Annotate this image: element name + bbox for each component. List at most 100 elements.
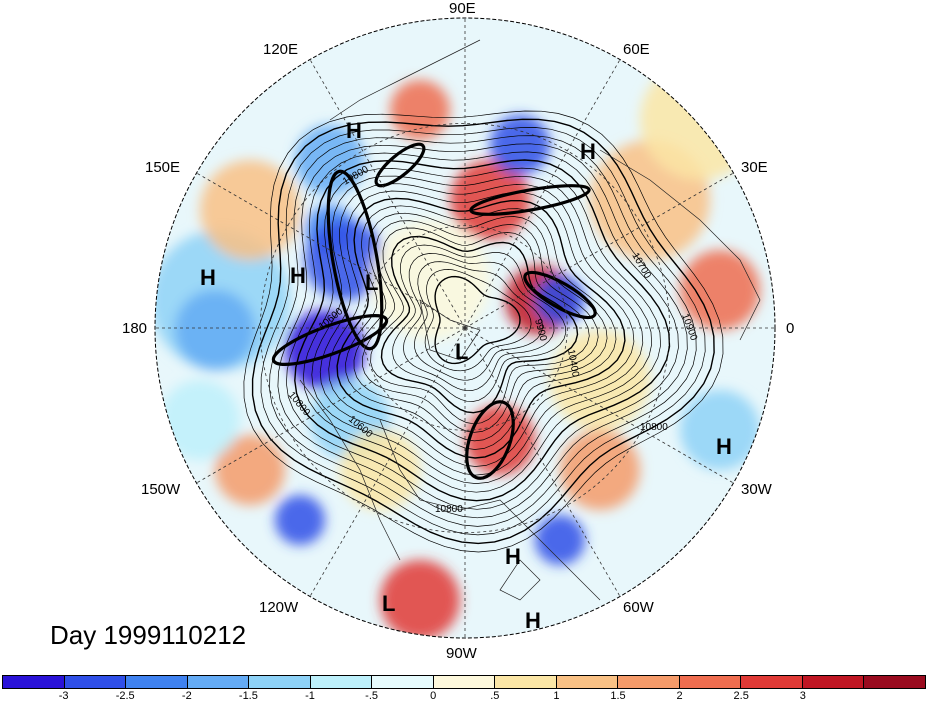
colorbar-tick-label: 2.5 [733,690,749,702]
meridian-line [464,327,734,484]
anomaly-blob [390,80,450,140]
colorbar-swatch [618,676,680,688]
anomaly-blob [680,390,760,470]
colorbar-tick-label: 1.5 [610,690,626,702]
high-pressure-center: H [290,263,306,288]
geopotential-contour [380,235,579,414]
coastline [379,419,601,601]
geopotential-contour [286,151,679,510]
colorbar-tick-label: 0 [430,690,437,702]
anomaly-blob [215,435,285,505]
anomaly-blob [340,430,420,510]
geopotential-contour [353,212,608,442]
colorbar-tick-label: -2 [181,690,192,702]
anomaly-blob [560,430,640,510]
geopotential-contour [336,197,626,459]
meridian-line [309,59,466,329]
lon-label-180: 180 [122,320,148,337]
geopotential-contour [424,269,532,372]
jet-contour [374,142,426,188]
anomaly-blob [680,250,760,330]
colorbar-swatch [126,676,188,688]
graticule [155,18,775,638]
coastline [419,299,481,361]
high-pressure-center: H [200,265,216,290]
colorbar-tick-label: -3 [58,690,69,702]
colorbar [2,675,926,689]
anomaly-blob [275,495,325,545]
colorbar-swatch [64,676,127,688]
lon-label-60e: 60E [623,41,650,58]
colorbar-swatch [802,676,865,688]
meridian-line [196,327,466,484]
lon-label-0: 0 [786,320,795,337]
jet-contour [465,400,515,480]
geopotential-contour [392,244,567,402]
jet-contour [271,314,389,366]
colorbar-swatch [249,676,311,688]
high-pressure-center: H [346,118,362,143]
jet-contour [523,270,597,320]
geopotential-contour [302,167,661,493]
lon-label-120w: 120W [259,599,299,616]
colorbar-tick-label: -1.5 [238,690,258,702]
geopotential-contour [277,143,688,519]
geopotential-contour [370,227,590,425]
colorbar-swatch [187,676,250,688]
geopotential-contour [269,135,697,527]
contour-label: 10800 [435,504,463,515]
meridian-line [309,327,466,597]
anomaly-blob [200,160,300,260]
anomaly-blob [160,380,240,460]
colorbar-swatch [556,676,619,688]
colorbar-swatch [433,676,496,688]
colorbar-tick-label: -1 [305,690,315,702]
contour-label: 10800 [640,422,668,433]
colorbar-swatch [3,676,65,688]
anomaly-blob [535,515,585,565]
colorbar-swatch [310,676,373,688]
geopotential-contour [294,159,671,502]
contour-label: 10400 [565,349,581,379]
meridian-line [196,172,466,329]
colorbar-tick-label: .5 [490,690,500,702]
jet-contour [326,169,384,351]
colorbar-tick-label: 3 [799,690,806,702]
geopotential-contour [243,110,724,553]
geopotential-contours [243,110,724,553]
colorbar-swatch [679,676,742,688]
colorbar-tick-label: -.5 [365,690,379,702]
lon-label-90e: 90E [449,0,476,17]
meridian-line [464,59,621,329]
low-pressure-center: L [365,270,379,295]
colorbar-tick-label: 1 [553,690,560,702]
jet-contour [469,184,591,216]
lon-label-90w: 90W [446,645,477,662]
geopotential-contour [345,205,617,450]
coastlines [299,39,761,601]
anomaly-blob [380,560,460,638]
anomaly-blob [550,330,650,430]
anomaly-blob [175,290,255,370]
lon-label-120e: 120E [263,41,299,58]
colorbar-swatch [495,676,557,688]
coastline [499,559,541,601]
high-pressure-center: H [580,139,596,164]
geopotential-contour [403,253,555,392]
low-pressure-center: L [455,339,469,364]
map-border [154,17,776,639]
high-pressure-center: H [505,544,521,569]
geopotential-contour [434,275,521,365]
lon-label-60w: 60W [623,599,654,616]
meridian-line [464,172,734,329]
geopotential-contour [414,261,543,381]
anomaly-blob [490,115,550,175]
colorbar-tick-label: -2.5 [115,690,135,702]
meridian-line [464,327,621,597]
day-caption: Day 1999110212 [50,620,247,650]
high-pressure-center: H [716,434,732,459]
lon-label-150e: 150E [145,159,181,176]
colorbar-swatch [864,676,925,688]
geopotential-contour [251,118,715,545]
